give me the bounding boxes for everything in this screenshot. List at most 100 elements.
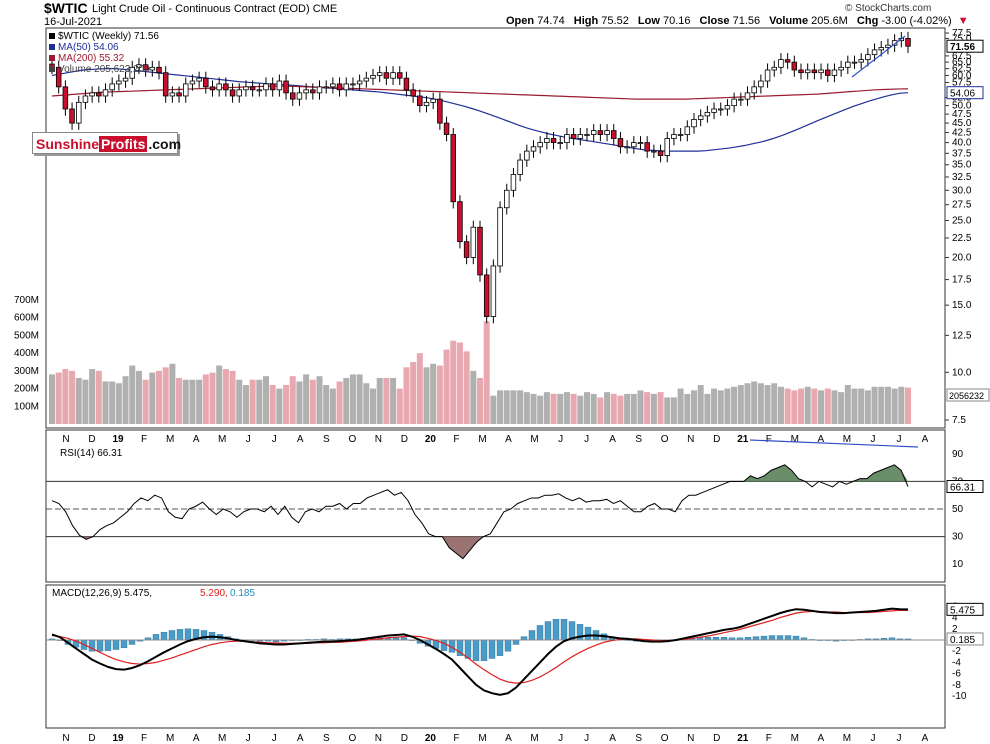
macd-tag-box: [946, 602, 984, 616]
candle-body: [604, 130, 610, 135]
candle-body: [336, 83, 343, 91]
volume-bar: [249, 379, 256, 424]
macd-hist-value: 0.185: [230, 588, 255, 599]
volume-bar: [530, 393, 537, 424]
volume-bar: [737, 385, 744, 424]
down-arrow-icon: ▼: [957, 15, 969, 27]
candle-body: [804, 69, 811, 74]
x-axis-label-bottom: 21: [737, 733, 749, 744]
candle-body: [323, 86, 329, 89]
volume-bar: [383, 377, 390, 424]
volume-bar: [771, 383, 778, 424]
candle-body: [243, 86, 249, 91]
volume-bar: [604, 392, 611, 424]
x-axis-label-bottom: D: [401, 733, 408, 744]
candle-body: [410, 89, 416, 97]
macd-tick-label: -10: [952, 691, 967, 702]
price-tick-label: 30.0: [952, 185, 972, 196]
volume-tick-label: 700M: [14, 295, 39, 306]
candle-body: [363, 77, 370, 82]
volume-bar: [644, 392, 651, 424]
volume-bar: [664, 397, 671, 424]
price-trendline: [851, 35, 906, 78]
candle-body: [570, 134, 577, 139]
macd-line: [51, 607, 909, 696]
x-axis-label: J: [246, 434, 251, 445]
x-axis-label-bottom: F: [453, 733, 459, 744]
volume-bar: [617, 395, 624, 424]
volume-bar: [563, 392, 570, 424]
candle-body: [691, 119, 697, 128]
volume-bar: [296, 381, 303, 424]
x-axis-label: M: [478, 434, 486, 445]
rsi-tag-box: [946, 479, 984, 493]
candle-body: [450, 134, 456, 203]
volume-bar: [309, 379, 316, 424]
candle-body: [356, 80, 363, 85]
open-value: 74.74: [537, 15, 565, 27]
candle-body: [738, 98, 744, 101]
candle-body: [290, 92, 296, 100]
candle-body: [209, 86, 216, 91]
panel-frame-1: [45, 27, 946, 429]
rsi-title: RSI(14) 66.31: [60, 448, 123, 459]
candle-body: [885, 44, 891, 48]
volume-bar: [583, 392, 591, 424]
logo-part2: Profits: [99, 136, 148, 152]
price-tick-label: 67.5: [952, 51, 972, 62]
x-axis-label: A: [609, 434, 616, 445]
candle-body: [644, 142, 650, 152]
candle-body: [524, 150, 530, 161]
candle-body: [651, 150, 657, 153]
volume-bar: [390, 377, 397, 424]
candle-body: [504, 189, 510, 209]
macd-tick-label: -6: [952, 669, 961, 680]
volume-bar: [858, 388, 865, 424]
x-axis-label: 20: [425, 434, 437, 445]
candle-body: [223, 83, 229, 91]
volume-bar: [503, 390, 510, 424]
candle-body: [330, 83, 336, 88]
sunshine-profits-logo: Sunshine Profits .com: [32, 132, 182, 154]
x-axis-label: A: [193, 434, 200, 445]
price-tick-label: 7.5: [952, 415, 966, 426]
x-axis-label: O: [348, 434, 356, 445]
macd-hist-bar: [152, 634, 160, 641]
logo-part3: .com: [148, 136, 182, 152]
price-tick-label: 32.5: [952, 172, 972, 183]
candle-body: [784, 59, 791, 63]
candle-body: [203, 77, 209, 88]
volume-bar: [182, 379, 189, 424]
x-axis-label: N: [687, 434, 694, 445]
candle-body: [390, 72, 396, 79]
price-tick-label: 22.5: [952, 233, 972, 244]
candle-body: [517, 159, 523, 175]
macd-hist-bar: [104, 639, 112, 651]
logo-part1: Sunshine: [36, 136, 100, 152]
volume-bar: [537, 395, 544, 424]
legend-swatch: [49, 55, 55, 61]
candle-body: [196, 77, 202, 82]
volume-bar: [597, 397, 604, 424]
volume-bar: [329, 388, 336, 424]
x-axis-label-bottom: F: [141, 733, 147, 744]
x-axis-label: S: [323, 434, 330, 445]
volume-bar: [610, 393, 617, 424]
macd-hist-bar: [768, 635, 776, 641]
macd-hist-bar: [480, 639, 488, 661]
volume-bar: [510, 390, 517, 424]
volume-value: 205.6M: [811, 15, 848, 27]
volume-bar: [891, 388, 898, 424]
volume-bar: [543, 392, 550, 424]
volume-bar: [189, 379, 196, 424]
x-axis-label-bottom: M: [843, 733, 851, 744]
volume-bar: [396, 388, 403, 424]
volume-bar: [142, 379, 149, 424]
volume-bar: [436, 365, 443, 424]
candle-body: [189, 80, 196, 85]
x-axis-label-bottom: D: [713, 733, 720, 744]
candle-body: [176, 92, 182, 97]
last-price-tag: 71.56: [950, 42, 975, 53]
candle-body: [69, 108, 75, 124]
volume-bar: [590, 393, 597, 424]
